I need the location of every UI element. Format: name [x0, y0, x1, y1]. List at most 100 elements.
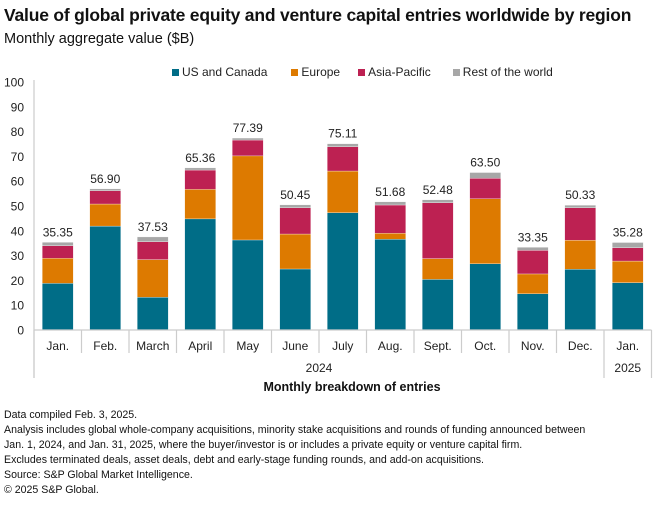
bar-segment-rest-of-the-world — [279, 204, 311, 208]
footnote-source: Source: S&P Global Market Intelligence. — [4, 469, 193, 482]
x-tick-label: March — [136, 339, 169, 353]
footnote-copyright: © 2025 S&P Global. — [4, 484, 99, 497]
y-tick-label: 40 — [11, 224, 25, 238]
bar-segment-rest-of-the-world — [564, 205, 596, 208]
bar-segment-us-and-canada — [564, 269, 596, 331]
y-tick-label: 60 — [11, 175, 25, 189]
bar-segment-us-and-canada — [89, 225, 121, 331]
legend-swatch-asia-pacific — [358, 68, 366, 76]
total-data-label: 65.36 — [185, 151, 215, 165]
bar-segment-europe — [517, 273, 549, 294]
bar-segment-europe — [137, 259, 169, 298]
bar-segment-us-and-canada — [374, 239, 406, 331]
legend-item-asia-pacific: Asia-Pacific — [358, 65, 431, 79]
total-data-label: 35.28 — [613, 226, 643, 240]
bar-segment-europe — [279, 233, 311, 270]
bar-stack: 37.53 — [137, 220, 169, 331]
y-axis: 0 10 20 30 40 50 60 70 80 90 100 — [4, 76, 35, 378]
stacked-bar-chart: 0 10 20 30 40 50 60 70 80 90 100 35.35 56.90 37.53 65… — [4, 76, 653, 394]
legend-label: Rest of the world — [462, 65, 553, 79]
footnote-excludes: Excludes terminated deals, asset deals, … — [4, 453, 484, 466]
bar-segment-us-and-canada — [232, 239, 264, 331]
bar-segment-us-and-canada — [469, 263, 501, 331]
bar-segment-asia-pacific — [612, 247, 644, 262]
x-axis: Jan. Feb. March April May June July Aug. Sept. Oc… — [33, 329, 653, 394]
x-tick-label: May — [236, 339, 259, 353]
footnote-analysis-line1: Analysis includes global whole-company a… — [4, 424, 586, 437]
bar-stack: 65.36 — [184, 151, 216, 331]
legend-label: Asia-Pacific — [368, 65, 431, 79]
y-tick-label: 10 — [11, 299, 25, 313]
bar-stack: 63.50 — [469, 156, 501, 331]
x-tick-label: Dec. — [568, 339, 593, 353]
bar-segment-europe — [422, 258, 454, 280]
legend-item-rest-of-world: Rest of the world — [452, 65, 553, 79]
y-tick-label: 80 — [11, 125, 25, 139]
y-tick-label: 90 — [11, 100, 25, 114]
total-data-label: 37.53 — [138, 220, 168, 234]
chart-title: Value of global private equity and ventu… — [4, 5, 632, 25]
bar-segment-asia-pacific — [374, 204, 406, 234]
bar-segment-europe — [374, 233, 406, 240]
bar-stack: 35.28 — [612, 226, 644, 331]
total-data-label: 63.50 — [470, 156, 500, 170]
bar-segment-asia-pacific — [42, 245, 74, 259]
total-data-label: 51.68 — [375, 185, 405, 199]
bar-segment-rest-of-the-world — [137, 236, 169, 242]
bar-segment-europe — [469, 198, 501, 264]
footnotes: Data compiled Feb. 3, 2025. Analysis inc… — [4, 408, 585, 498]
total-data-label: 56.90 — [90, 172, 120, 186]
total-data-label: 77.39 — [233, 121, 263, 135]
x-tick-label: Nov. — [521, 339, 545, 353]
x-tick-label: Jan. — [46, 339, 69, 353]
bar-stack: 77.39 — [232, 121, 264, 331]
bar-segment-rest-of-the-world — [422, 199, 454, 203]
total-data-label: 52.48 — [423, 183, 453, 197]
bar-segment-us-and-canada — [327, 212, 359, 331]
y-tick-label: 70 — [11, 150, 25, 164]
footnote-analysis-line2: Jan. 1, 2024, and Jan. 31, 2025, where t… — [4, 438, 523, 451]
bar-stack: 35.35 — [42, 225, 74, 331]
x-tick-label: Sept. — [424, 339, 452, 353]
x-tick-label: Feb. — [93, 339, 117, 353]
bar-stack: 50.33 — [564, 188, 596, 331]
total-data-label: 50.45 — [280, 188, 310, 202]
bar-segment-rest-of-the-world — [89, 188, 121, 191]
bar-stack: 33.35 — [517, 230, 549, 331]
bar-segment-europe — [564, 240, 596, 270]
bar-segment-europe — [89, 203, 121, 227]
bar-segment-europe — [42, 258, 74, 284]
legend: US and Canada Europe Asia-Pacific Rest o… — [172, 65, 567, 79]
bar-segment-rest-of-the-world — [374, 201, 406, 206]
bar-segment-us-and-canada — [279, 268, 311, 331]
bar-segment-us-and-canada — [184, 218, 216, 331]
legend-item-us-canada: US and Canada — [172, 65, 267, 79]
bar-segment-europe — [184, 189, 216, 220]
x-tick-label: June — [282, 339, 308, 353]
bar-segment-rest-of-the-world — [469, 172, 501, 179]
bar-segment-asia-pacific — [184, 169, 216, 190]
legend-swatch-rest-of-world — [452, 68, 460, 76]
year-group-label: 2025 — [614, 361, 641, 375]
bar-segment-europe — [612, 260, 644, 283]
bar-segment-asia-pacific — [469, 178, 501, 199]
bar-segment-asia-pacific — [137, 241, 169, 260]
bar-segment-asia-pacific — [89, 190, 121, 205]
footnote-compiled: Data compiled Feb. 3, 2025. — [4, 409, 138, 421]
bar-segment-asia-pacific — [232, 139, 264, 157]
bar-segment-asia-pacific — [517, 250, 549, 275]
bar-segment-us-and-canada — [612, 282, 644, 331]
bar-stack: 56.90 — [89, 172, 121, 331]
bar-segment-rest-of-the-world — [517, 247, 549, 251]
bar-segment-us-and-canada — [137, 297, 169, 331]
x-tick-label: Jan. — [616, 339, 639, 353]
bar-segment-us-and-canada — [42, 283, 74, 331]
y-tick-label: 30 — [11, 249, 25, 263]
bars: 35.35 56.90 37.53 65.36 77.39 50.45 75.11 51.68… — [42, 121, 644, 331]
bar-segment-asia-pacific — [279, 207, 311, 235]
year-group-label: 2024 — [306, 361, 333, 375]
total-data-label: 50.33 — [565, 188, 595, 202]
bar-stack: 50.45 — [279, 188, 311, 331]
bar-segment-us-and-canada — [517, 293, 549, 331]
y-tick-label: 20 — [11, 274, 25, 288]
